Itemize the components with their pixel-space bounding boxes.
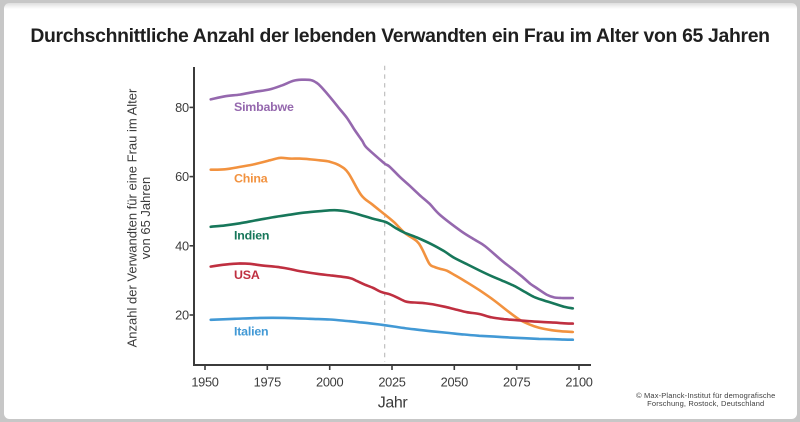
svg-text:Italien: Italien (234, 324, 268, 338)
svg-text:2100: 2100 (565, 375, 592, 390)
svg-text:2000: 2000 (316, 375, 343, 390)
svg-text:80: 80 (175, 100, 189, 115)
svg-text:USA: USA (234, 268, 260, 282)
svg-text:Indien: Indien (234, 229, 269, 243)
svg-text:Jahr: Jahr (378, 395, 409, 412)
svg-text:2075: 2075 (503, 375, 530, 390)
svg-text:20: 20 (175, 308, 189, 323)
svg-text:1950: 1950 (191, 375, 218, 390)
svg-text:Anzahl der Verwandten für eine: Anzahl der Verwandten für eine Frau im A… (125, 88, 140, 347)
svg-text:2050: 2050 (441, 375, 468, 390)
svg-text:60: 60 (175, 169, 189, 184)
svg-text:1975: 1975 (254, 375, 281, 390)
svg-text:Simbabwe: Simbabwe (234, 100, 294, 114)
svg-text:von 65 Jahren: von 65 Jahren (138, 177, 153, 259)
svg-text:40: 40 (175, 238, 189, 253)
svg-text:2025: 2025 (378, 375, 405, 390)
svg-text:China: China (234, 172, 268, 186)
